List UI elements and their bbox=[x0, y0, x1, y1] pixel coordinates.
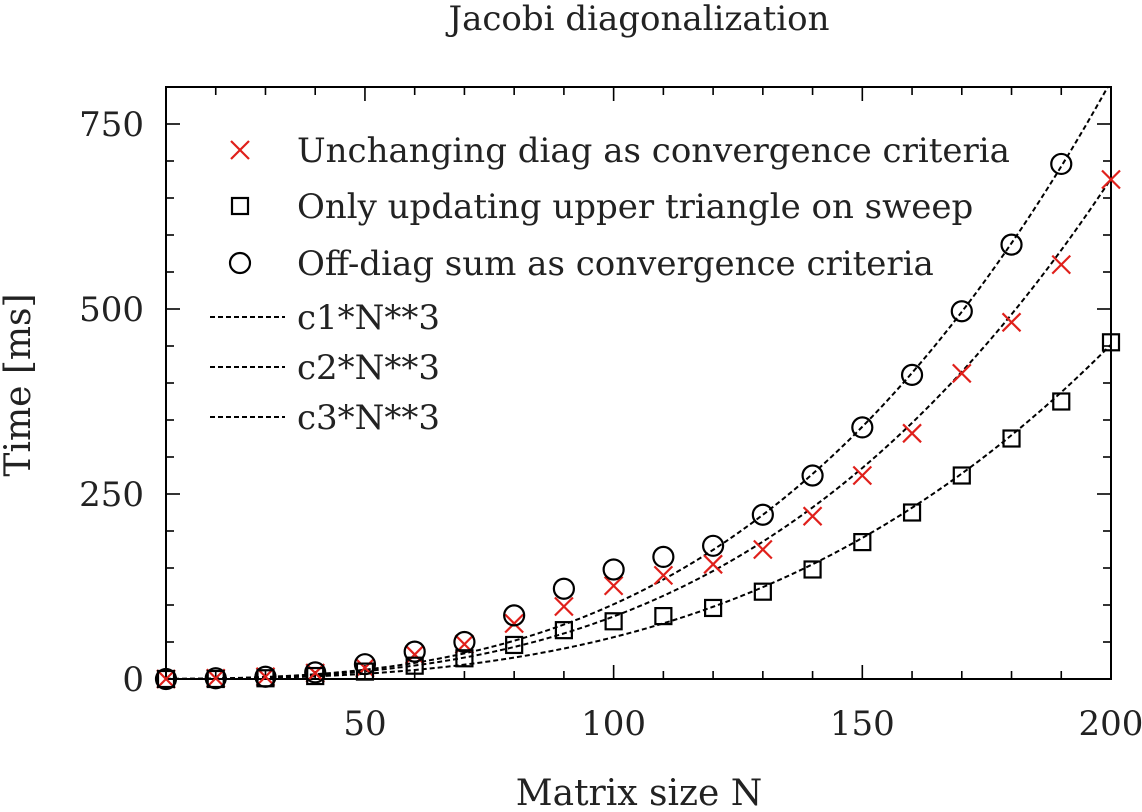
square-marker bbox=[505, 635, 524, 655]
circle-marker bbox=[204, 667, 227, 690]
y-tick-label: 250 bbox=[79, 475, 144, 515]
fit-curve bbox=[166, 87, 1109, 679]
series-markers bbox=[156, 333, 1121, 689]
square-marker bbox=[1052, 392, 1071, 411]
fit-curve bbox=[166, 178, 1111, 679]
square-marker bbox=[604, 612, 623, 631]
square-marker bbox=[1002, 429, 1021, 448]
circle-marker bbox=[602, 558, 625, 581]
x-tick-label: 150 bbox=[830, 704, 895, 744]
circle-marker bbox=[702, 534, 725, 557]
legend-label: c3*N**3 bbox=[297, 398, 440, 438]
cross-marker bbox=[1051, 254, 1072, 275]
square-marker bbox=[704, 598, 723, 618]
cross-marker bbox=[504, 613, 524, 634]
cross-marker bbox=[952, 363, 972, 384]
series-markers bbox=[156, 169, 1121, 689]
square-marker bbox=[206, 669, 225, 689]
y-tick-label: 0 bbox=[122, 660, 144, 700]
cross-marker bbox=[554, 596, 574, 617]
square-marker bbox=[156, 669, 176, 689]
circle-marker bbox=[552, 577, 575, 600]
y-tick-label: 500 bbox=[79, 290, 144, 330]
cross-marker bbox=[355, 658, 375, 678]
square-marker bbox=[455, 649, 474, 668]
square-marker bbox=[1101, 333, 1121, 352]
square-marker bbox=[902, 503, 922, 522]
circle-marker bbox=[503, 604, 526, 627]
square-marker bbox=[554, 621, 573, 640]
chart-title: Jacobi diagonalization bbox=[445, 0, 829, 39]
circle-marker bbox=[353, 653, 377, 676]
y-axis-label: Time [ms] bbox=[0, 293, 39, 476]
cross-marker bbox=[603, 575, 624, 596]
cross-marker bbox=[852, 465, 873, 486]
square-marker bbox=[853, 532, 872, 552]
data-markers bbox=[154, 152, 1121, 691]
cross-marker bbox=[703, 554, 723, 575]
circle-marker bbox=[254, 665, 277, 688]
circle-marker bbox=[652, 545, 675, 569]
circle-marker bbox=[801, 464, 824, 487]
circle-marker bbox=[154, 667, 178, 691]
circle-marker bbox=[751, 503, 774, 526]
cross-marker bbox=[156, 669, 176, 689]
legend-label: Unchanging diag as convergence criteria bbox=[297, 131, 1010, 171]
cross-marker bbox=[230, 140, 250, 160]
legend-label: Only updating upper triangle on sweep bbox=[297, 187, 973, 227]
y-tick-labels: 0 250 500 750 bbox=[79, 105, 144, 700]
circle-marker bbox=[900, 363, 924, 386]
legend: Unchanging diag as convergence criteria O… bbox=[210, 131, 1010, 438]
square-marker bbox=[230, 196, 250, 216]
circle-marker bbox=[228, 251, 252, 275]
circle-marker bbox=[950, 300, 973, 323]
legend-label: c1*N**3 bbox=[297, 298, 440, 338]
square-marker bbox=[952, 466, 971, 485]
circle-marker bbox=[304, 661, 327, 684]
circle-marker bbox=[851, 416, 874, 439]
x-tick-label: 100 bbox=[581, 704, 646, 744]
cross-marker bbox=[1101, 169, 1121, 190]
circle-marker bbox=[1050, 152, 1073, 176]
cross-marker bbox=[902, 423, 922, 444]
square-marker bbox=[803, 560, 822, 579]
circle-marker bbox=[1000, 233, 1023, 256]
cross-marker bbox=[753, 539, 773, 560]
legend-label: c2*N**3 bbox=[297, 348, 440, 388]
circle-marker bbox=[453, 630, 476, 654]
square-marker bbox=[654, 606, 673, 626]
circle-marker bbox=[403, 640, 426, 663]
square-marker bbox=[405, 656, 424, 675]
x-tick-labels: 50 100 150 200 bbox=[343, 704, 1142, 744]
x-axis-label: Matrix size N bbox=[516, 773, 762, 812]
cross-marker bbox=[205, 668, 226, 689]
y-tick-label: 750 bbox=[79, 105, 144, 145]
series-markers bbox=[154, 152, 1073, 691]
cross-marker bbox=[653, 565, 674, 586]
x-tick-label: 200 bbox=[1079, 704, 1142, 744]
square-marker bbox=[306, 666, 325, 686]
cross-marker bbox=[802, 506, 823, 526]
x-tick-label: 50 bbox=[343, 704, 386, 744]
legend-label: Off-diag sum as convergence criteria bbox=[297, 244, 934, 284]
square-marker bbox=[753, 582, 772, 601]
cross-marker bbox=[1001, 312, 1022, 333]
